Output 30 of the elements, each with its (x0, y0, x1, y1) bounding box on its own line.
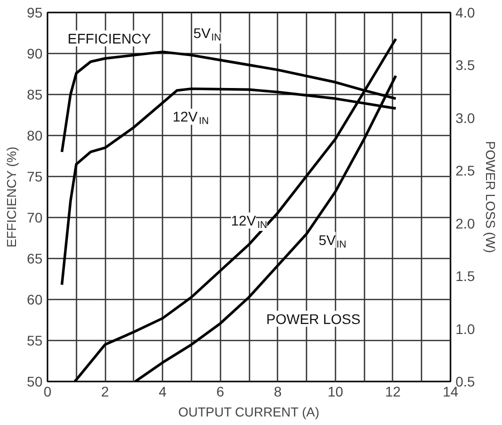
y2-tick-label: 0.5 (456, 374, 476, 390)
y2-tick-label: 2.5 (456, 162, 476, 179)
y-tick-label: 85 (26, 86, 43, 102)
x-tick-label: 12 (385, 384, 401, 400)
annotation: EFFICIENCY (68, 30, 152, 46)
y2-axis-title: POWER LOSS (W) (482, 141, 498, 253)
y-tick-label: 55 (26, 332, 43, 348)
x-tick-label: 6 (216, 384, 224, 400)
y-tick-label: 70 (26, 210, 43, 226)
y-tick-label: 65 (26, 250, 43, 266)
y-tick-label: 95 (26, 4, 43, 20)
y-tick-label: 50 (26, 374, 43, 390)
y2-tick-label: 3.5 (456, 57, 476, 74)
y2-tick-label: 4.0 (456, 4, 476, 20)
x-axis-title: OUTPUT CURRENT (A) (178, 404, 320, 420)
y2-tick-label: 3.0 (456, 110, 476, 126)
y-tick-label: 75 (26, 168, 43, 184)
x-tick-label: 8 (274, 384, 282, 400)
x-tick-label: 0 (44, 384, 52, 400)
y2-tick-label: 1.0 (456, 320, 476, 337)
x-tick-label: 4 (158, 384, 167, 400)
x-tick-label: 10 (328, 384, 344, 400)
x-tick-label: 2 (101, 384, 110, 400)
y-tick-label: 80 (26, 128, 43, 144)
annotation: POWER LOSS (266, 310, 360, 327)
y2-tick-label: 1.5 (456, 268, 476, 284)
y2-tick-label: 2.0 (456, 215, 476, 232)
y-tick-label: 60 (26, 292, 43, 308)
y-axis-title: EFFICIENCY (%) (4, 146, 19, 248)
y-tick-label: 90 (26, 46, 43, 62)
